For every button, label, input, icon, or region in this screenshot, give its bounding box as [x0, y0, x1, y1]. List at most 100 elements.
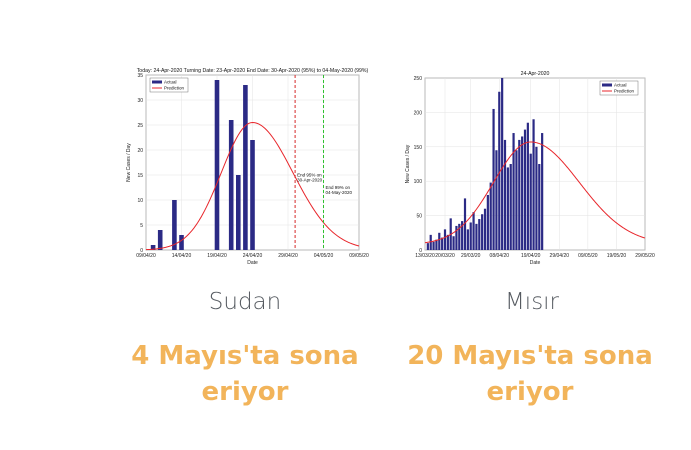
x-tick-label: 20/03/20: [435, 253, 455, 259]
plot-area: [424, 77, 646, 251]
bar: [466, 229, 469, 250]
y-axis-label: New Cases / Day: [126, 143, 132, 182]
x-tick-label: 29/03/20: [461, 253, 481, 259]
y-tick-label: 100: [414, 179, 423, 185]
x-tick-label: 19/04/20: [521, 253, 541, 259]
y-tick-label: 20: [137, 148, 143, 154]
chart-title: Today: 24-Apr-2020 Turning Date: 23-Apr-…: [137, 68, 369, 74]
x-tick-label: 19/04/20: [207, 253, 227, 259]
bar: [475, 223, 478, 250]
legend-label-actual: Actual: [614, 83, 627, 88]
sudan-headline-line1: 4 Mayıs'ta sona: [131, 341, 359, 371]
bar: [492, 108, 495, 251]
bar: [458, 223, 461, 250]
x-axis-label: Date: [530, 260, 541, 266]
bar: [478, 219, 481, 250]
legend-label-prediction: Prediction: [614, 89, 635, 94]
chart-title: 24-Apr-2020: [521, 71, 550, 77]
bar: [509, 164, 512, 250]
bar: [529, 153, 532, 250]
bar: [512, 133, 515, 250]
bar: [452, 236, 455, 250]
sudan-headline: 4 Mayıs'ta sona eriyor: [105, 338, 385, 410]
misir-chart: 24-Apr-2020 0 50 100 150 200 250 13/03/20 20/03/…: [405, 71, 655, 266]
bar: [236, 175, 241, 250]
bar: [541, 133, 544, 250]
bar: [441, 237, 444, 250]
legend-swatch-actual: [602, 83, 612, 87]
bar: [486, 194, 489, 250]
bar: [455, 225, 458, 250]
y-tick-label: 15: [137, 173, 143, 179]
bar: [503, 139, 507, 250]
bar: [429, 234, 432, 250]
y-tick-label: 150: [414, 145, 423, 151]
misir-headline-line2: eriyor: [486, 377, 574, 407]
y-tick-label: 0: [140, 248, 143, 254]
x-tick-label: 14/04/20: [172, 253, 192, 259]
y-axis-label: New Cases / Day: [405, 144, 411, 183]
bar: [489, 182, 492, 250]
bar: [526, 122, 529, 250]
bar: [157, 230, 163, 250]
legend-label-prediction: Prediction: [164, 86, 185, 91]
end-date-label: 30-Apr-2020: [297, 178, 323, 183]
misir-headline-line1: 20 Mayıs'ta sona: [407, 341, 653, 371]
sudan-chart: Today: 24-Apr-2020 Turning Date: 23-Apr-…: [126, 68, 369, 266]
bar: [446, 234, 449, 250]
bar: [515, 150, 518, 250]
bar: [432, 241, 435, 250]
legend-swatch-actual: [152, 80, 162, 84]
bar: [179, 235, 184, 250]
x-tick-label: 09/04/20: [136, 253, 156, 259]
legend-label-actual: Actual: [164, 80, 177, 85]
bar: [495, 150, 498, 250]
sudan-country-name: Sudan: [208, 289, 282, 315]
x-tick-label: 29/05/20: [635, 253, 655, 259]
bar: [243, 85, 248, 250]
bar: [523, 129, 527, 250]
bar: [481, 214, 484, 250]
x-tick-label: 24/04/20: [243, 253, 263, 259]
bar: [538, 164, 541, 250]
bar: [172, 200, 177, 250]
x-tick-label: 29/04/20: [278, 253, 298, 259]
sudan-headline-line2: eriyor: [201, 377, 289, 407]
bar: [472, 212, 475, 250]
bar: [228, 120, 234, 250]
bar: [535, 146, 538, 250]
end-date-label: 04-May-2020: [326, 190, 353, 195]
y-tick-label: 35: [137, 73, 143, 79]
misir-country-name: Mısır: [504, 289, 560, 315]
y-tick-label: 10: [137, 198, 143, 204]
bar: [443, 229, 447, 250]
end-date-label: End 95% on: [297, 173, 322, 178]
x-tick-label: 29/04/20: [550, 253, 570, 259]
end-date-label: End 99% on: [326, 185, 351, 190]
bar: [532, 119, 535, 250]
bar: [426, 243, 429, 250]
y-tick-label: 0: [419, 248, 422, 254]
bar: [214, 80, 220, 250]
x-tick-label: 13/03/20: [415, 253, 435, 259]
x-tick-label: 04/05/20: [314, 253, 334, 259]
bar: [150, 245, 156, 250]
bar: [461, 221, 464, 250]
bar: [506, 167, 509, 250]
x-tick-label: 09/05/20: [578, 253, 598, 259]
y-tick-label: 5: [140, 223, 143, 229]
bar: [498, 91, 501, 250]
bar: [521, 136, 524, 250]
bar: [463, 198, 467, 250]
y-tick-label: 25: [137, 123, 143, 129]
y-tick-label: 200: [414, 110, 423, 116]
x-tick-label: 09/05/20: [349, 253, 369, 259]
bar: [250, 140, 255, 250]
bar: [518, 139, 521, 250]
y-tick-label: 250: [414, 76, 423, 82]
bar: [438, 232, 441, 250]
bar: [469, 222, 472, 250]
x-tick-label: 19/05/20: [607, 253, 627, 259]
bar: [483, 208, 487, 250]
x-axis-label: Date: [247, 260, 258, 266]
